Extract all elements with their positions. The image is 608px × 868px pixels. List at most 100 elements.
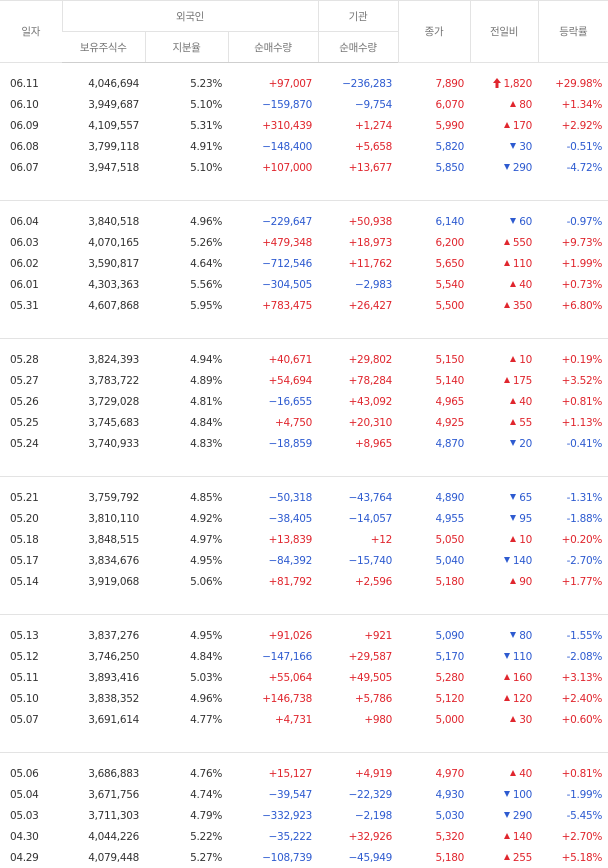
trend-arrow <box>510 632 516 638</box>
cell-text: −18,859 <box>269 438 312 450</box>
cell: 4.85% <box>145 487 228 508</box>
cell-text: -4.72% <box>567 162 602 174</box>
cell: +12 <box>318 529 398 550</box>
cell-text: 3,840,518 <box>88 216 139 228</box>
cell: −2,983 <box>318 274 398 295</box>
trend-arrow <box>504 653 510 659</box>
cell-text: 4,970 <box>435 768 464 780</box>
trend-arrow <box>510 356 516 362</box>
cell: +0.60% <box>538 709 608 730</box>
spacer <box>0 201 608 212</box>
cell-text: 4,955 <box>435 513 464 525</box>
cell-text: +0.60% <box>562 714 602 726</box>
cell-text: +783,475 <box>262 300 312 312</box>
cell-text: 30 <box>519 141 532 153</box>
cell: 06.03 <box>0 232 62 253</box>
spacer <box>0 730 608 753</box>
cell-text: 3,783,722 <box>88 375 139 387</box>
cell-text: 3,729,028 <box>88 396 139 408</box>
cell: +15,127 <box>228 763 318 784</box>
cell: +81,792 <box>228 571 318 592</box>
cell-text: −236,283 <box>342 78 392 90</box>
cell: 5.10% <box>145 94 228 115</box>
trend-arrow <box>510 536 516 542</box>
cell-text: 5,180 <box>435 852 464 864</box>
cell: 5.03% <box>145 667 228 688</box>
cell-text: 5.22% <box>190 831 222 843</box>
cell-text: 05.04 <box>10 789 39 801</box>
spacer-cell <box>0 615 608 626</box>
cell-text: 3,799,118 <box>88 141 139 153</box>
cell-text: 5.26% <box>190 237 222 249</box>
cell-text: 5.23% <box>190 78 222 90</box>
cell-text: 05.13 <box>10 630 39 642</box>
cell: +5.18% <box>538 847 608 868</box>
cell-text: 4,109,557 <box>88 120 139 132</box>
cell-text: −147,166 <box>262 651 312 663</box>
cell: +8,965 <box>318 433 398 454</box>
cell-text: 05.07 <box>10 714 39 726</box>
cell: +783,475 <box>228 295 318 316</box>
header-cell: 일자 <box>0 1 62 63</box>
cell: 05.10 <box>0 688 62 709</box>
cell: −43,764 <box>318 487 398 508</box>
cell-text: 4,044,226 <box>88 831 139 843</box>
cell: 4,965 <box>398 391 470 412</box>
cell-text: 4.95% <box>190 555 222 567</box>
cell: +3.13% <box>538 667 608 688</box>
table-header: 일자 외국인 기관 종가 전일비 등락률 보유주식수 지분율 순매수량 순매수량 <box>0 1 608 63</box>
cell: -2.08% <box>538 646 608 667</box>
cell-text: 5,540 <box>435 279 464 291</box>
cell: 3,919,068 <box>62 571 145 592</box>
cell-text: +5,786 <box>355 693 392 705</box>
cell-text: 5,850 <box>435 162 464 174</box>
cell-text: 95 <box>519 513 532 525</box>
cell: 20 <box>470 433 538 454</box>
trend-arrow <box>510 101 516 107</box>
cell-text: +20,310 <box>349 417 392 429</box>
cell: 5,540 <box>398 274 470 295</box>
cell: +0.19% <box>538 349 608 370</box>
cell: −304,505 <box>228 274 318 295</box>
cell-text: 65 <box>519 492 532 504</box>
cell-text: 550 <box>513 237 532 249</box>
cell: −14,057 <box>318 508 398 529</box>
cell-text: 3,848,515 <box>88 534 139 546</box>
cell: 4,079,448 <box>62 847 145 868</box>
cell-text: 5,040 <box>435 555 464 567</box>
cell: −2,198 <box>318 805 398 826</box>
cell: 4.94% <box>145 349 228 370</box>
cell-text: 05.14 <box>10 576 39 588</box>
cell-text: +29.98% <box>555 78 602 90</box>
cell-text: 5,180 <box>435 576 464 588</box>
cell-text: 6,200 <box>435 237 464 249</box>
trend-arrow <box>504 122 510 128</box>
cell-text: 80 <box>519 99 532 111</box>
cell-text: 255 <box>513 852 532 864</box>
cell-text: −2,983 <box>355 279 392 291</box>
cell: 5,030 <box>398 805 470 826</box>
cell: 4,970 <box>398 763 470 784</box>
trend-arrow <box>504 302 510 308</box>
trend-arrow <box>510 770 516 776</box>
trend-arrow <box>510 494 516 500</box>
trend-arrow <box>510 419 516 425</box>
cell: 5,990 <box>398 115 470 136</box>
cell-text: -1.99% <box>567 789 602 801</box>
cell: 3,949,687 <box>62 94 145 115</box>
cell-text: 4.84% <box>190 651 222 663</box>
cell-text: 80 <box>519 630 532 642</box>
cell: +32,926 <box>318 826 398 847</box>
cell: +4,750 <box>228 412 318 433</box>
cell: 5.31% <box>145 115 228 136</box>
cell-text: +26,427 <box>349 300 392 312</box>
cell-text: 5.10% <box>190 162 222 174</box>
cell: -1.55% <box>538 625 608 646</box>
spacer-cell <box>0 63 608 74</box>
cell: 5,120 <box>398 688 470 709</box>
cell-text: 06.11 <box>10 78 39 90</box>
